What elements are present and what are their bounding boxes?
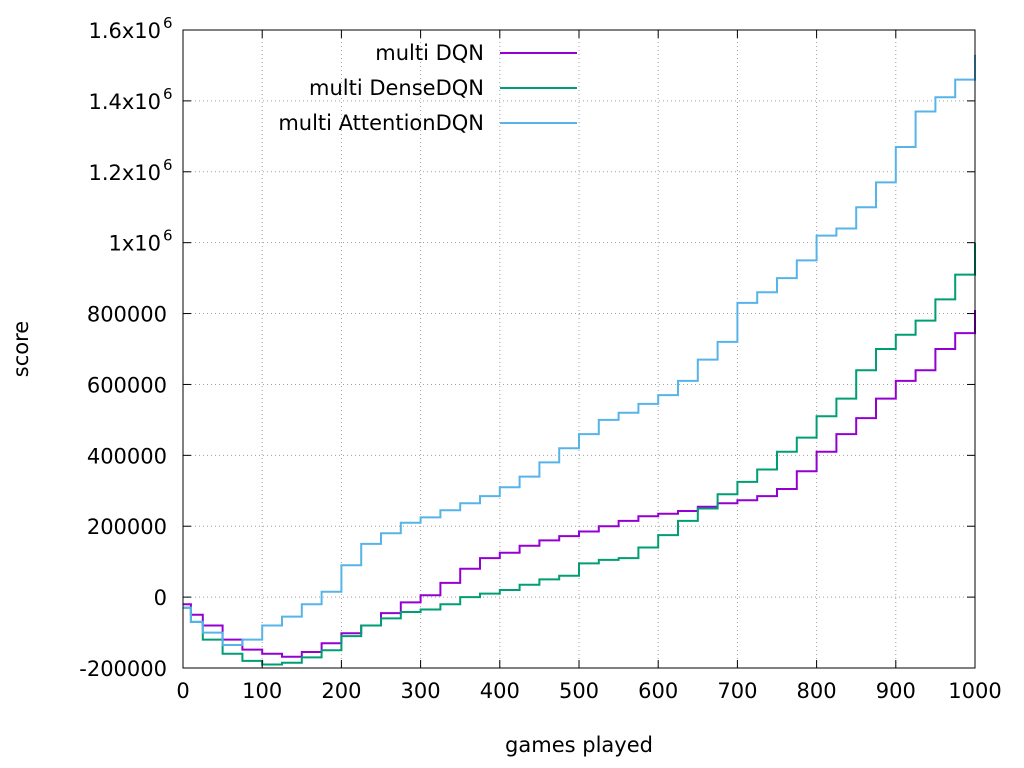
- x-tick-label: 400: [480, 679, 520, 703]
- legend-label-multi-densedqn: multi DenseDQN: [309, 76, 484, 100]
- y-tick-exponent: 6: [163, 14, 173, 32]
- y-tick-label: 0: [154, 586, 167, 610]
- series-lines: [183, 54, 976, 666]
- x-tick-label: 300: [401, 679, 441, 703]
- series-line-multi-dqn: [183, 310, 976, 658]
- x-tick-label: 500: [559, 679, 599, 703]
- legend-label-multi-attentiondqn: multi AttentionDQN: [278, 111, 484, 135]
- x-tick-label: 0: [176, 679, 189, 703]
- grid-lines: [183, 30, 975, 668]
- y-tick-exponent: 6: [163, 227, 173, 245]
- x-tick-label: 800: [797, 679, 837, 703]
- y-tick-label: 1x10: [108, 232, 161, 256]
- x-axis-label: games played: [505, 733, 653, 757]
- y-tick-label: 400000: [87, 444, 167, 468]
- y-tick-label: 1.4x10: [88, 90, 161, 114]
- x-tick-label: 100: [242, 679, 282, 703]
- legend-label-multi-dqn: multi DQN: [375, 41, 484, 65]
- y-tick-label: 800000: [87, 303, 167, 327]
- x-tick-label: 700: [717, 679, 757, 703]
- legend: multi DQN multi DenseDQN multi Attention…: [278, 41, 577, 135]
- y-axis-label: score: [9, 321, 33, 377]
- series-line-multi-attentiondqn: [183, 54, 976, 646]
- y-tick-exponent: 6: [163, 85, 173, 103]
- axis-ticks: 0 100 200 300 400 500 600 700 800 900 1000 -200000 0…: [79, 14, 1001, 703]
- x-tick-label: 1000: [948, 679, 1001, 703]
- y-tick-label: 1.6x10: [88, 19, 161, 43]
- y-tick-label: 200000: [87, 515, 167, 539]
- series-line-multi-densedqn: [183, 242, 976, 666]
- x-tick-label: 600: [638, 679, 678, 703]
- y-tick-label: 1.2x10: [88, 161, 161, 185]
- x-tick-label: 900: [876, 679, 916, 703]
- y-tick-label: -200000: [79, 657, 167, 681]
- y-tick-exponent: 6: [163, 156, 173, 174]
- y-tick-label: 600000: [87, 373, 167, 397]
- x-tick-label: 200: [321, 679, 361, 703]
